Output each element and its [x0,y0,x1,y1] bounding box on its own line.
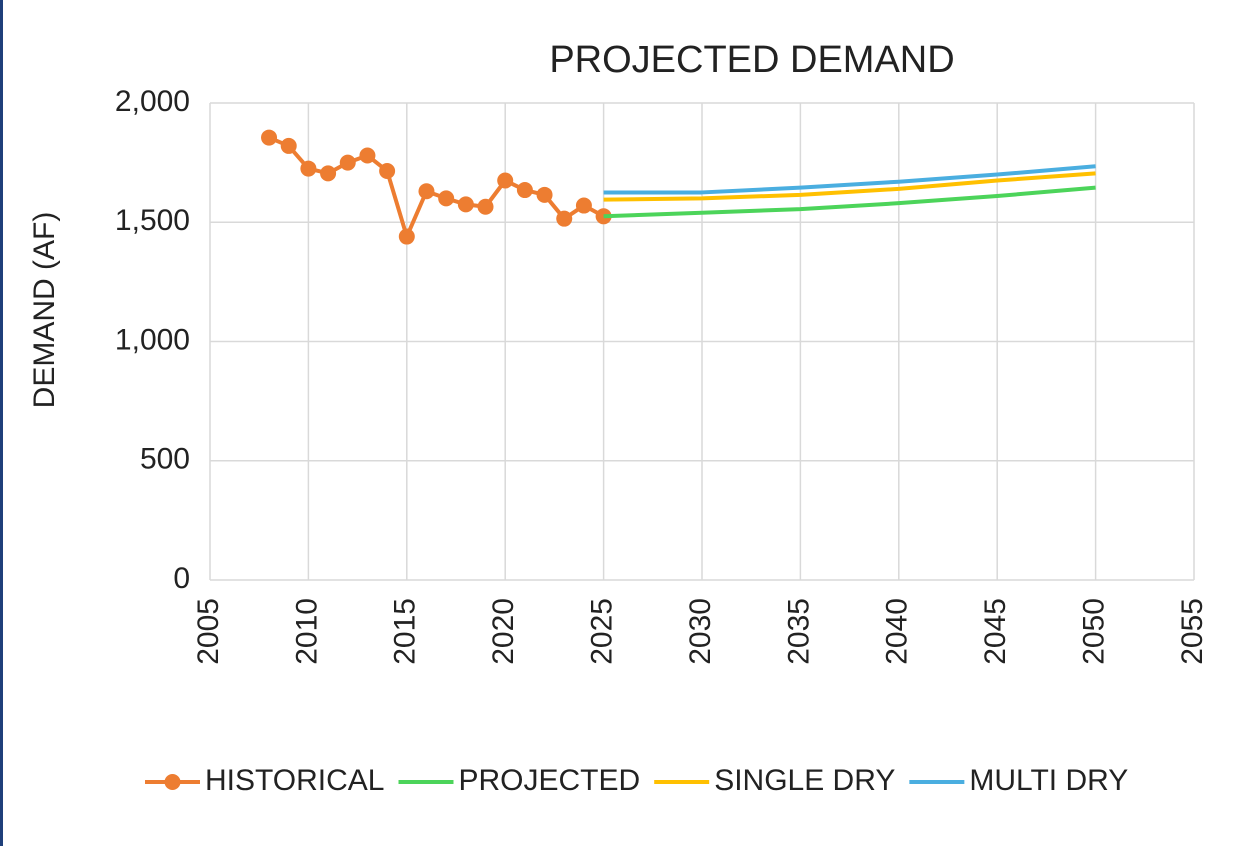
x-tick-label: 2035 [782,598,815,665]
chart-title: PROJECTED DEMAND [549,39,954,81]
x-tick-label: 2030 [684,598,717,665]
data-point [280,137,297,154]
data-point [497,172,514,189]
frame-edge [0,0,3,846]
data-point [418,183,435,200]
data-point [320,165,337,182]
y-tick-label: 1,500 [115,204,190,237]
data-point [556,210,573,227]
legend-label: HISTORICAL [205,764,385,797]
y-axis-label: DEMAND (AF) [28,212,61,409]
x-tick-label: 2055 [1176,598,1209,665]
x-tick-label: 2045 [979,598,1012,665]
y-tick-label: 1,000 [115,323,190,356]
data-point [516,182,533,199]
legend-label: SINGLE DRY [714,764,895,797]
data-point [359,147,376,164]
x-tick-label: 2020 [487,598,520,665]
y-tick-label: 500 [140,443,190,476]
x-tick-label: 2005 [192,598,225,665]
data-point [438,190,455,207]
x-tick-label: 2040 [881,598,914,665]
x-tick-label: 2025 [586,598,619,665]
data-point [575,197,592,214]
y-tick-label: 0 [173,562,190,595]
data-point [457,196,474,213]
series-line [603,171,1096,202]
legend-marker [164,774,181,790]
data-point [339,154,356,171]
y-tick-label: 2,000 [115,85,190,118]
x-tick-label: 2015 [389,598,422,665]
x-tick-label: 2050 [1078,598,1111,665]
data-point [536,186,553,203]
series-line [603,164,1096,195]
legend-label: MULTI DRY [969,764,1128,797]
x-tick-label: 2010 [290,598,323,665]
data-point [398,228,415,245]
data-point [379,162,396,179]
legend-label: PROJECTED [459,764,641,797]
series-line [603,185,1096,219]
data-point [261,129,278,146]
data-point [300,160,317,177]
data-point [477,198,494,215]
